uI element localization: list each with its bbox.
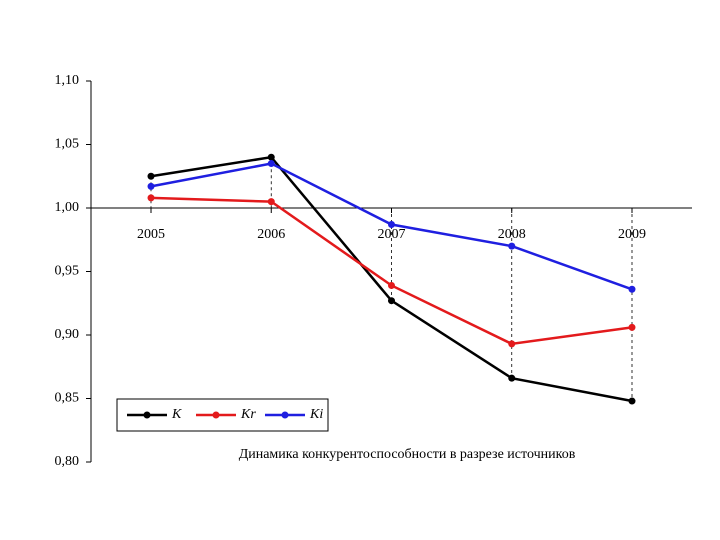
x-tick-label: 2005 — [137, 227, 165, 242]
legend-marker — [212, 411, 220, 419]
data-point — [628, 323, 636, 331]
data-point — [628, 285, 636, 293]
legend-label: Kr — [240, 407, 256, 422]
legend-label: K — [171, 407, 182, 422]
data-point — [147, 194, 155, 202]
data-point — [388, 297, 395, 305]
data-point — [508, 242, 516, 250]
data-point — [267, 198, 275, 206]
data-point — [628, 397, 636, 405]
data-point — [267, 160, 275, 168]
y-tick-label: 0,80 — [55, 454, 80, 469]
y-tick-label: 1,10 — [55, 73, 80, 88]
x-tick-label: 2006 — [257, 227, 285, 242]
data-point — [388, 281, 395, 289]
legend-marker — [281, 411, 289, 419]
data-point — [388, 221, 395, 229]
data-point — [147, 172, 155, 180]
legend-marker — [143, 411, 151, 419]
legend-label: Ki — [309, 407, 323, 422]
chart-annotation: Динамика конкурентоспособности в разрезе… — [239, 447, 576, 462]
y-tick-label: 0,85 — [55, 391, 80, 406]
y-tick-label: 0,95 — [55, 264, 80, 279]
data-point — [508, 374, 516, 382]
y-tick-label: 1,00 — [55, 200, 80, 215]
data-point — [267, 153, 275, 161]
data-point — [508, 340, 516, 348]
y-tick-label: 1,05 — [55, 137, 80, 152]
y-tick-label: 0,90 — [55, 327, 80, 342]
data-point — [147, 182, 155, 190]
series-line — [150, 155, 633, 403]
